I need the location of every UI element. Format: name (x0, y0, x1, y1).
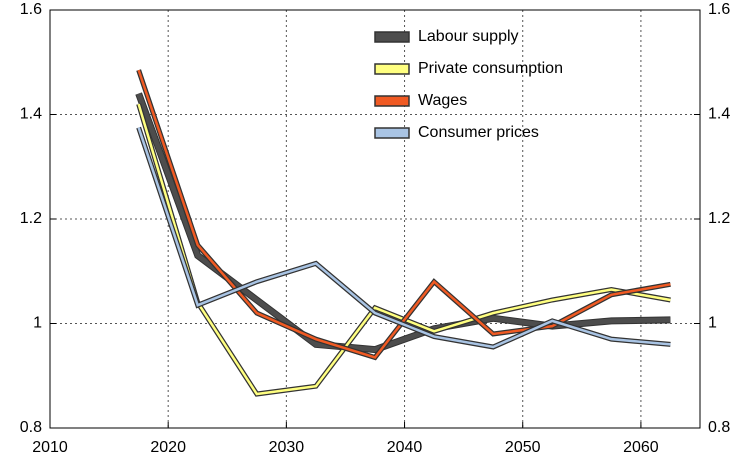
x-tick-label: 2040 (387, 439, 423, 456)
plot-frame (49, 9, 701, 429)
y-tick-label: 1 (33, 315, 42, 332)
y-tick-label: 1.2 (20, 210, 42, 227)
legend-label: Private consumption (418, 60, 563, 77)
y-tick-label: 1.6 (20, 1, 42, 18)
x-tick-label: 2030 (269, 439, 305, 456)
legend-swatch (374, 63, 410, 75)
y2-tick-label: 1.4 (708, 106, 730, 123)
legend-label: Consumer prices (418, 124, 539, 141)
x-tick-label: 2010 (32, 439, 68, 456)
x-tick-label: 2020 (150, 439, 186, 456)
y2-tick-label: 1.6 (708, 1, 730, 18)
y2-tick-label: 1.2 (708, 210, 730, 227)
legend-swatch (374, 95, 410, 107)
series-line (137, 69, 671, 359)
x-tick-label: 2060 (623, 439, 659, 456)
legend-label: Wages (418, 92, 467, 109)
y-tick-label: 0.8 (20, 419, 42, 436)
x-tick-label: 2050 (505, 439, 541, 456)
y2-tick-label: 1 (708, 315, 717, 332)
legend-swatch (374, 127, 410, 139)
series-outline (136, 69, 671, 361)
y-tick-label: 1.4 (20, 106, 42, 123)
y2-tick-label: 0.8 (708, 419, 730, 436)
legend-label: Labour supply (418, 28, 519, 45)
legend-swatch (374, 31, 410, 43)
series-line (137, 127, 671, 349)
